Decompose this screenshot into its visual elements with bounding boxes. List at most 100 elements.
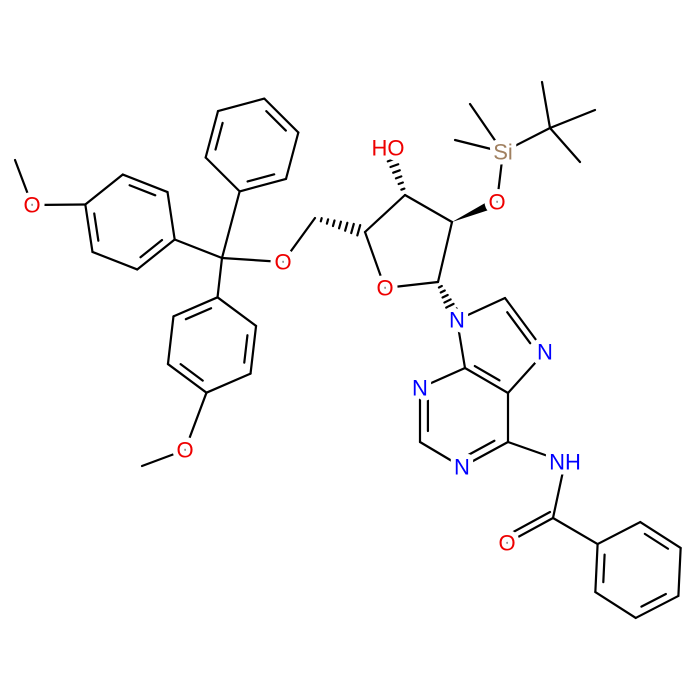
bond bbox=[139, 238, 164, 259]
bond bbox=[214, 121, 224, 151]
bond bbox=[495, 150, 505, 204]
hash-bond bbox=[337, 220, 343, 230]
bond bbox=[216, 97, 266, 113]
bond bbox=[403, 193, 454, 224]
hash-bond bbox=[383, 150, 397, 157]
bond bbox=[84, 173, 124, 206]
bond bbox=[548, 108, 597, 130]
bond bbox=[548, 126, 582, 164]
hash-bond bbox=[394, 175, 403, 180]
hash-bond bbox=[325, 218, 330, 225]
atom-label: O bbox=[376, 276, 393, 301]
bond bbox=[473, 364, 501, 382]
bond bbox=[460, 440, 510, 469]
bond bbox=[140, 448, 187, 468]
bond bbox=[363, 193, 407, 234]
bond bbox=[506, 350, 547, 395]
bond bbox=[502, 510, 552, 539]
hash-bond bbox=[443, 298, 452, 304]
bond bbox=[281, 216, 317, 264]
bond bbox=[13, 158, 34, 207]
bond bbox=[596, 520, 642, 546]
bond bbox=[172, 296, 219, 318]
bond bbox=[639, 520, 682, 550]
hash-bond bbox=[389, 163, 400, 169]
bond bbox=[183, 391, 208, 452]
atom-label: O bbox=[23, 193, 40, 218]
bond bbox=[179, 363, 204, 382]
hash-bond bbox=[397, 181, 404, 186]
bond bbox=[166, 315, 175, 366]
hash-bond bbox=[437, 284, 443, 289]
hash-bond bbox=[439, 289, 446, 294]
bond bbox=[466, 439, 496, 457]
bond bbox=[238, 177, 288, 193]
bond bbox=[128, 184, 157, 197]
hash-bond bbox=[356, 223, 362, 237]
bond bbox=[166, 362, 208, 394]
bond bbox=[184, 307, 213, 321]
bond bbox=[418, 440, 464, 469]
bond bbox=[506, 440, 567, 464]
atom-label: N bbox=[412, 376, 428, 401]
bond bbox=[634, 594, 680, 620]
bond bbox=[265, 110, 287, 132]
bond bbox=[551, 516, 599, 546]
bond bbox=[243, 334, 249, 364]
bond bbox=[204, 110, 220, 159]
hash-bond bbox=[331, 219, 336, 228]
bond bbox=[455, 318, 467, 370]
bond bbox=[468, 102, 505, 154]
atom-label: O bbox=[498, 531, 515, 556]
bond bbox=[91, 250, 139, 271]
bond bbox=[418, 366, 467, 390]
bond bbox=[503, 296, 547, 354]
hash-bond bbox=[386, 157, 398, 163]
bond bbox=[136, 238, 176, 271]
atom-label: O bbox=[176, 438, 193, 463]
bond bbox=[594, 590, 637, 620]
bond bbox=[246, 173, 276, 183]
bond bbox=[216, 256, 224, 299]
bond bbox=[30, 203, 87, 207]
bond bbox=[643, 532, 670, 550]
atom-label: HO bbox=[372, 136, 405, 161]
atom-label: Si bbox=[493, 140, 513, 165]
bond bbox=[594, 542, 599, 594]
bond bbox=[204, 156, 241, 193]
hash-bond bbox=[441, 293, 449, 299]
bond bbox=[220, 256, 285, 264]
bond bbox=[363, 230, 387, 290]
hash-bond bbox=[392, 169, 401, 174]
hash-bond bbox=[445, 302, 455, 309]
bond bbox=[463, 366, 510, 395]
hash-bond bbox=[350, 222, 355, 235]
hash-bond bbox=[344, 221, 349, 232]
hash-bond bbox=[448, 311, 461, 319]
bond bbox=[284, 131, 300, 180]
bond bbox=[84, 203, 94, 254]
bond bbox=[263, 97, 300, 134]
hash-bond bbox=[446, 307, 458, 314]
atom-label: O bbox=[274, 250, 291, 275]
bond bbox=[220, 190, 241, 260]
bond bbox=[121, 173, 169, 194]
bond bbox=[602, 553, 606, 584]
bonds bbox=[13, 80, 682, 620]
atom-label: N bbox=[537, 340, 553, 365]
hash-bond bbox=[319, 217, 323, 223]
bond bbox=[436, 220, 454, 284]
bond bbox=[505, 516, 555, 545]
bond bbox=[383, 280, 440, 290]
bond bbox=[205, 372, 252, 394]
bond bbox=[216, 296, 258, 328]
bond bbox=[166, 190, 176, 241]
bond bbox=[93, 212, 100, 242]
bond bbox=[640, 592, 667, 608]
bond bbox=[506, 311, 532, 345]
bond bbox=[173, 238, 224, 260]
atom-label: O bbox=[488, 190, 505, 215]
atom-label: N bbox=[449, 308, 465, 333]
atom-label: N bbox=[454, 455, 470, 480]
